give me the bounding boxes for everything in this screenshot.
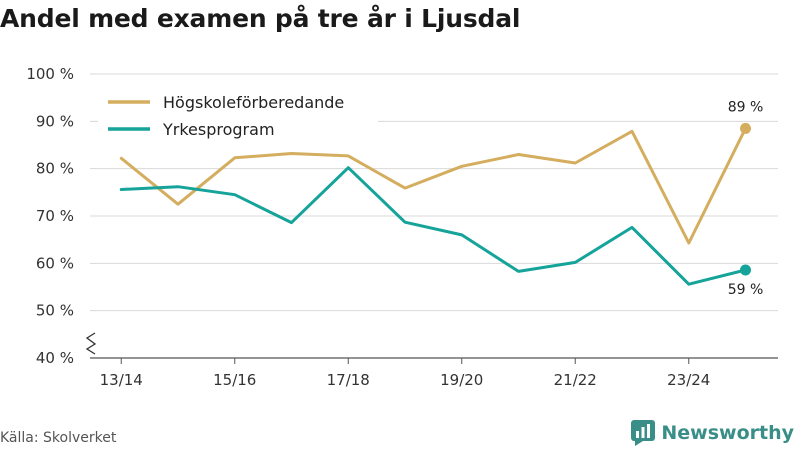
y-tick-label: 60 % — [36, 254, 74, 272]
y-tick-label: 80 % — [36, 160, 74, 178]
x-tick-label: 23/24 — [667, 371, 710, 389]
x-tick-label: 15/16 — [213, 371, 256, 389]
y-tick-label: 100 % — [26, 65, 74, 83]
x-tick-label: 17/18 — [327, 371, 370, 389]
series-endpoint-1 — [740, 264, 751, 276]
y-tick-label: 50 % — [36, 302, 74, 320]
x-axis-ticks: 13/14 15/16 17/18 19/20 21/22 23/24 — [100, 358, 710, 389]
y-tick-label: 40 % — [36, 349, 74, 367]
end-value-label-1: 59 % — [728, 282, 764, 298]
series-endpoint-0 — [740, 122, 751, 134]
y-tick-label: 70 % — [36, 207, 74, 225]
y-axis-ticks: 40 % 50 % 60 % 70 % 80 % 90 % 100 % — [26, 65, 74, 367]
chart-title: Andel med examen på tre år i Ljusdal — [0, 4, 521, 33]
brand-logo: Newsworthy — [631, 420, 794, 446]
gridlines — [85, 73, 778, 359]
end-value-label-0: 89 % — [728, 99, 764, 115]
series-lines — [119, 122, 751, 286]
axis-break-icon — [85, 332, 97, 355]
legend-label-1: Yrkesprogram — [162, 120, 275, 139]
x-tick-label: 13/14 — [100, 371, 143, 389]
y-tick-label: 90 % — [36, 112, 74, 130]
series-line-1 — [119, 166, 747, 286]
newsworthy-logo-icon — [631, 420, 656, 446]
source-note: Källa: Skolverket — [0, 430, 117, 446]
legend: Högskoleförberedande Yrkesprogram — [98, 86, 378, 146]
legend-label-0: Högskoleförberedande — [163, 93, 344, 112]
x-tick-label: 21/22 — [554, 371, 597, 389]
brand-name: Newsworthy — [661, 422, 794, 444]
series-line-0 — [119, 126, 747, 245]
end-labels: 89 % 59 % — [728, 99, 764, 298]
legend-background — [98, 86, 378, 146]
x-tick-label: 19/20 — [440, 371, 483, 389]
